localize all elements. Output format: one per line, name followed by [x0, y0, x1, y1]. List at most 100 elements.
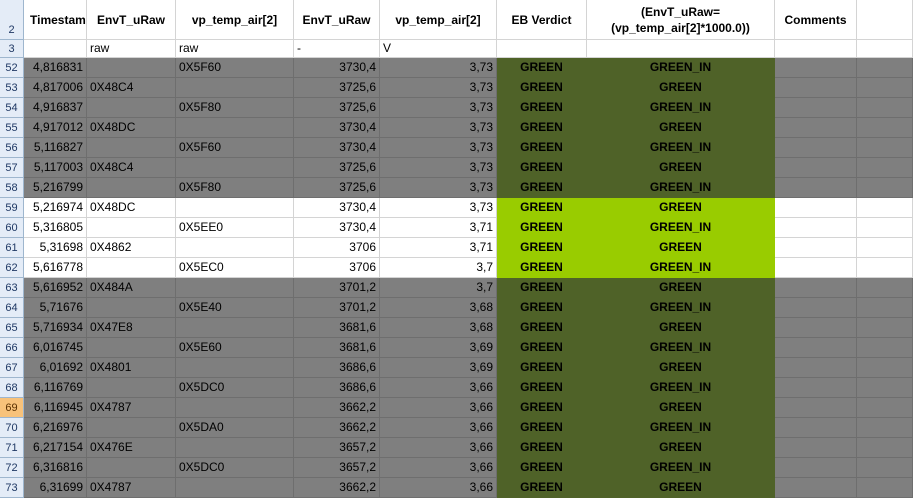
vp-temp-air-hex-cell[interactable]	[176, 278, 294, 298]
vp-temp-air-volt-cell[interactable]: 3,73	[380, 78, 497, 98]
eb-verdict-cell[interactable]: GREEN	[497, 318, 587, 338]
envt-uraw-value-cell[interactable]: 3681,6	[294, 338, 380, 358]
vp-temp-air-hex-cell[interactable]: 0X5F80	[176, 98, 294, 118]
vp-temp-air-hex-cell[interactable]: 0X5DC0	[176, 458, 294, 478]
vp-temp-air-hex-cell[interactable]: 0X5F60	[176, 58, 294, 78]
timestamp-cell[interactable]: 5,116827	[24, 138, 87, 158]
comments-cell[interactable]	[775, 358, 857, 378]
row-header[interactable]: 69	[0, 398, 24, 418]
empty-cell[interactable]	[857, 258, 913, 278]
row-header[interactable]: 55	[0, 118, 24, 138]
eb-verdict-cell[interactable]: GREEN	[497, 118, 587, 138]
empty-cell[interactable]	[857, 40, 913, 58]
envt-uraw-hex-cell[interactable]: 0X47E8	[87, 318, 176, 338]
row-header[interactable]: 73	[0, 478, 24, 498]
envt-uraw-value-cell[interactable]: 3706	[294, 258, 380, 278]
comparison-cell[interactable]: GREEN	[587, 198, 775, 218]
row-header[interactable]: 57	[0, 158, 24, 178]
comparison-cell[interactable]: GREEN	[587, 478, 775, 498]
row-header[interactable]: 3	[0, 40, 24, 58]
envt-uraw-hex-cell[interactable]: 0X4862	[87, 238, 176, 258]
envt-uraw-hex-cell[interactable]	[87, 218, 176, 238]
eb-verdict-cell[interactable]: GREEN	[497, 178, 587, 198]
vp-temp-air-hex-cell[interactable]	[176, 238, 294, 258]
row-header[interactable]: 52	[0, 58, 24, 78]
column-header[interactable]: vp_temp_air[2]	[176, 0, 294, 40]
vp-temp-air-hex-cell[interactable]: 0X5F80	[176, 178, 294, 198]
timestamp-cell[interactable]: 5,31698	[24, 238, 87, 258]
empty-cell[interactable]	[857, 0, 913, 40]
comparison-cell[interactable]: GREEN_IN	[587, 418, 775, 438]
row-header[interactable]: 68	[0, 378, 24, 398]
empty-cell[interactable]	[857, 98, 913, 118]
comments-cell[interactable]	[775, 78, 857, 98]
vp-temp-air-volt-cell[interactable]: 3,66	[380, 478, 497, 498]
timestamp-cell[interactable]: 5,716934	[24, 318, 87, 338]
vp-temp-air-hex-cell[interactable]: 0X5DC0	[176, 378, 294, 398]
empty-cell[interactable]	[857, 418, 913, 438]
empty-cell[interactable]	[857, 478, 913, 498]
timestamp-cell[interactable]: 4,917012	[24, 118, 87, 138]
comments-cell[interactable]	[775, 138, 857, 158]
timestamp-cell[interactable]: 4,916837	[24, 98, 87, 118]
vp-temp-air-hex-cell[interactable]: 0X5F60	[176, 138, 294, 158]
vp-temp-air-volt-cell[interactable]: 3,7	[380, 278, 497, 298]
comparison-cell[interactable]: GREEN_IN	[587, 58, 775, 78]
eb-verdict-cell[interactable]: GREEN	[497, 158, 587, 178]
envt-uraw-value-cell[interactable]: 3730,4	[294, 118, 380, 138]
vp-temp-air-volt-cell[interactable]: 3,69	[380, 338, 497, 358]
row-header[interactable]: 54	[0, 98, 24, 118]
timestamp-cell[interactable]: 6,217154	[24, 438, 87, 458]
envt-uraw-value-cell[interactable]: 3681,6	[294, 318, 380, 338]
vp-temp-air-volt-cell[interactable]: 3,73	[380, 138, 497, 158]
empty-cell[interactable]	[857, 118, 913, 138]
eb-verdict-cell[interactable]: GREEN	[497, 278, 587, 298]
envt-uraw-value-cell[interactable]: 3725,6	[294, 178, 380, 198]
envt-uraw-value-cell[interactable]: 3686,6	[294, 358, 380, 378]
vp-temp-air-hex-cell[interactable]	[176, 478, 294, 498]
row-header[interactable]: 70	[0, 418, 24, 438]
vp-temp-air-volt-cell[interactable]: 3,73	[380, 98, 497, 118]
envt-uraw-value-cell[interactable]: 3662,2	[294, 398, 380, 418]
comments-cell[interactable]	[775, 258, 857, 278]
eb-verdict-cell[interactable]: GREEN	[497, 78, 587, 98]
column-header[interactable]: EnvT_uRaw	[87, 0, 176, 40]
envt-uraw-value-cell[interactable]: 3686,6	[294, 378, 380, 398]
eb-verdict-cell[interactable]: GREEN	[497, 378, 587, 398]
empty-cell[interactable]	[857, 298, 913, 318]
row-header[interactable]: 67	[0, 358, 24, 378]
vp-temp-air-hex-cell[interactable]	[176, 118, 294, 138]
vp-temp-air-hex-cell[interactable]	[176, 438, 294, 458]
comparison-cell[interactable]: GREEN	[587, 438, 775, 458]
envt-uraw-value-cell[interactable]: 3657,2	[294, 458, 380, 478]
eb-verdict-cell[interactable]: GREEN	[497, 338, 587, 358]
vp-temp-air-volt-cell[interactable]: 3,73	[380, 58, 497, 78]
row-header[interactable]: 62	[0, 258, 24, 278]
timestamp-cell[interactable]: 5,616778	[24, 258, 87, 278]
unit-cell[interactable]	[587, 40, 775, 58]
envt-uraw-value-cell[interactable]: 3662,2	[294, 478, 380, 498]
empty-cell[interactable]	[857, 218, 913, 238]
eb-verdict-cell[interactable]: GREEN	[497, 478, 587, 498]
unit-cell[interactable]	[775, 40, 857, 58]
row-header[interactable]: 66	[0, 338, 24, 358]
empty-cell[interactable]	[857, 178, 913, 198]
vp-temp-air-volt-cell[interactable]: 3,73	[380, 178, 497, 198]
vp-temp-air-hex-cell[interactable]: 0X5EC0	[176, 258, 294, 278]
vp-temp-air-volt-cell[interactable]: 3,66	[380, 458, 497, 478]
empty-cell[interactable]	[857, 378, 913, 398]
vp-temp-air-volt-cell[interactable]: 3,66	[380, 378, 497, 398]
comments-cell[interactable]	[775, 318, 857, 338]
unit-cell[interactable]	[24, 40, 87, 58]
envt-uraw-value-cell[interactable]: 3662,2	[294, 418, 380, 438]
vp-temp-air-hex-cell[interactable]	[176, 318, 294, 338]
comparison-cell[interactable]: GREEN	[587, 78, 775, 98]
row-header[interactable]: 65	[0, 318, 24, 338]
empty-cell[interactable]	[857, 198, 913, 218]
envt-uraw-hex-cell[interactable]: 0X484A	[87, 278, 176, 298]
vp-temp-air-volt-cell[interactable]: 3,7	[380, 258, 497, 278]
vp-temp-air-volt-cell[interactable]: 3,73	[380, 118, 497, 138]
envt-uraw-hex-cell[interactable]	[87, 338, 176, 358]
empty-cell[interactable]	[857, 438, 913, 458]
